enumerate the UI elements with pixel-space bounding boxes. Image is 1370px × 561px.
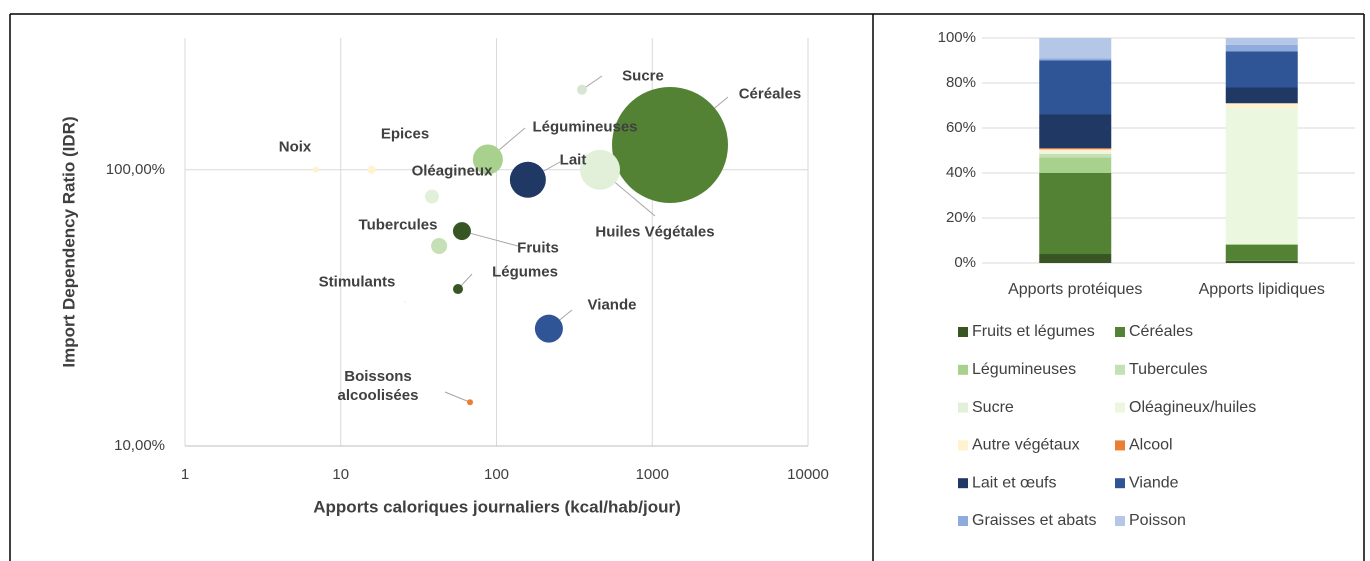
legend-label: Viande <box>1129 474 1179 491</box>
bubble <box>472 144 503 175</box>
legend-swatch <box>1115 440 1125 451</box>
x-tick-label: Apports protéiques <box>1008 281 1142 298</box>
point-label: Céréales <box>738 85 802 103</box>
bubble <box>404 300 407 303</box>
bar-segment <box>1225 260 1298 263</box>
legend-swatch <box>1115 364 1125 375</box>
y-tick-label: 100% <box>938 29 976 46</box>
legend-swatch <box>1115 516 1125 526</box>
bar-segment <box>1225 103 1298 108</box>
point-label: Viande <box>587 296 637 314</box>
bar-segment <box>1039 254 1112 263</box>
y-tick-label: 0% <box>954 254 976 271</box>
bar-segment <box>1039 151 1112 154</box>
legend-label: Céréales <box>1129 323 1193 340</box>
legend-label: Oléagineux/huiles <box>1129 399 1256 416</box>
bar-segment <box>1039 173 1112 254</box>
point-label: Boissons alcoolisées <box>337 368 419 404</box>
legend-swatch <box>1115 327 1125 337</box>
bar-segment <box>1225 87 1298 104</box>
legend-swatch <box>958 478 968 489</box>
bubble <box>452 222 471 241</box>
point-label: Sucre <box>622 67 664 85</box>
x-tick-label: 100 <box>484 466 509 483</box>
legend-swatch <box>1115 478 1125 489</box>
y-tick-label: 10,00% <box>114 437 165 454</box>
point-label: Légumineuses <box>532 118 638 136</box>
y-tick-label: 60% <box>946 119 976 136</box>
legend-label: Fruits et légumes <box>972 323 1095 340</box>
y-tick-label: 100,00% <box>106 161 165 178</box>
bar-segment <box>1039 149 1112 152</box>
bar-segment <box>1039 148 1112 150</box>
x-tick-label: 10000 <box>787 466 829 483</box>
x-axis-title: Apports caloriques journaliers (kcal/hab… <box>313 497 680 516</box>
y-tick-label: 80% <box>946 74 976 91</box>
legend-label: Sucre <box>972 399 1014 416</box>
leader-line <box>461 230 519 247</box>
bubble <box>611 86 728 203</box>
bar-segment <box>1225 44 1298 52</box>
bar-segment <box>1039 60 1112 115</box>
bubble <box>431 237 448 254</box>
legend-label: Alcool <box>1129 437 1173 454</box>
point-label: Noix <box>278 138 312 156</box>
bubble <box>367 165 376 174</box>
y-tick-label: 20% <box>946 209 976 226</box>
legend-label: Autre végétaux <box>972 437 1080 454</box>
bar-segment <box>1225 243 1298 245</box>
bubble <box>509 161 546 198</box>
y-tick-label: 40% <box>946 164 976 181</box>
bubble <box>580 149 621 190</box>
legend-swatch <box>958 327 968 337</box>
legend-label: Tubercules <box>1129 361 1208 378</box>
legend-label: Lait et œufs <box>972 474 1056 491</box>
bar-segment <box>1225 51 1298 88</box>
bubble <box>453 284 464 295</box>
bubble <box>424 189 439 204</box>
legend-swatch <box>958 402 968 413</box>
bar-segment <box>1039 153 1112 158</box>
x-tick-label: Apports lipidiques <box>1199 281 1325 298</box>
x-tick-label: 1 <box>181 466 189 483</box>
bar-segment <box>1039 38 1112 59</box>
bubble <box>577 84 588 95</box>
point-label: Fruits <box>517 239 559 257</box>
y-axis-title: Import Dependency Ratio (IDR) <box>59 116 78 367</box>
x-tick-label: 10 <box>332 466 349 483</box>
legend-label: Poisson <box>1129 512 1186 529</box>
legend-label: Graisses et abats <box>972 512 1097 529</box>
bar-segment <box>1225 38 1298 45</box>
legend-swatch <box>958 516 968 526</box>
legend-swatch <box>1115 402 1125 413</box>
bar-segment <box>1039 114 1112 149</box>
bar-segment <box>1225 107 1298 244</box>
bubble <box>312 166 319 173</box>
bubble <box>467 399 474 406</box>
point-label: Légumes <box>492 263 558 281</box>
bubble <box>534 314 563 343</box>
leader-line <box>444 391 471 403</box>
bar-segment <box>1039 58 1112 61</box>
x-tick-label: 1000 <box>636 466 669 483</box>
point-label: Epices <box>380 125 430 143</box>
legend-swatch <box>958 440 968 451</box>
point-label: Oléagineux <box>411 162 493 180</box>
bar-segment <box>1225 245 1298 261</box>
point-label: Lait <box>559 151 587 169</box>
point-label: Huiles Végétales <box>595 223 715 241</box>
bar-segment <box>1039 157 1112 173</box>
legend-swatch <box>958 364 968 375</box>
point-label: Stimulants <box>318 273 396 291</box>
legend-label: Légumineuses <box>972 361 1076 378</box>
point-label: Tubercules <box>358 216 438 234</box>
